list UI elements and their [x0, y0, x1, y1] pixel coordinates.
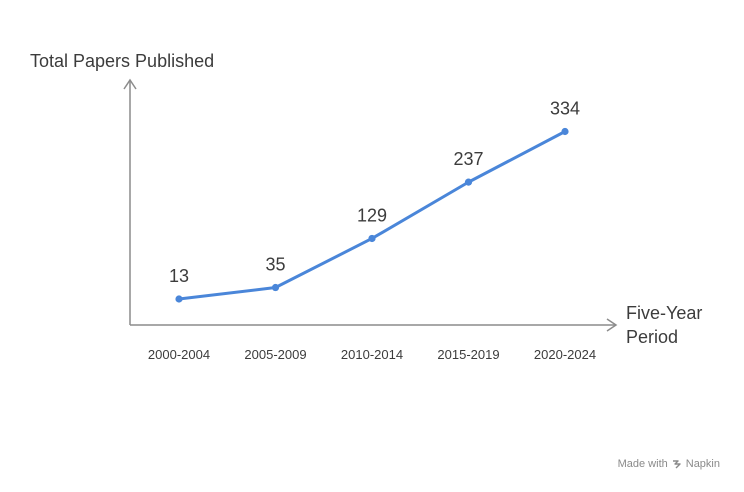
y-axis: [123, 78, 137, 325]
x-axis-title-line-2: Period: [626, 327, 678, 347]
data-label: 237: [453, 149, 483, 169]
x-tick-label: 2020-2024: [534, 347, 596, 362]
x-axis-arrow-icon: [606, 318, 618, 332]
data-point: [368, 234, 376, 243]
data-point: [561, 127, 569, 136]
y-axis-arrow-icon: [123, 78, 137, 90]
data-label: 334: [550, 99, 580, 119]
data-point: [464, 178, 473, 186]
napkin-brand-text: Napkin: [685, 458, 720, 470]
napkin-logo-icon: [672, 460, 681, 469]
x-tick-labels: 2000-2004 2005-2009 2010-2014 2015-2019 2020…: [148, 347, 596, 362]
x-axis-title-line-1: Five-Year: [626, 303, 702, 323]
data-label: 13: [169, 266, 189, 286]
data-labels: 13 35 129 237 334: [169, 99, 580, 287]
data-point: [175, 295, 183, 303]
made-with-text: Made with: [617, 458, 668, 470]
x-axis-title: Five-Year Period: [626, 303, 707, 347]
data-points: [175, 127, 569, 303]
made-with-napkin-watermark: Made with Napkin: [618, 458, 720, 470]
data-label: 35: [265, 255, 285, 275]
data-label: 129: [357, 205, 387, 225]
x-tick-label: 2010-2014: [341, 347, 403, 362]
x-axis: [130, 318, 618, 332]
data-point: [271, 283, 280, 292]
y-axis-title: Total Papers Published: [30, 51, 214, 71]
x-tick-label: 2000-2004: [148, 347, 210, 362]
x-tick-label: 2015-2019: [437, 347, 499, 362]
x-tick-label: 2005-2009: [244, 347, 306, 362]
